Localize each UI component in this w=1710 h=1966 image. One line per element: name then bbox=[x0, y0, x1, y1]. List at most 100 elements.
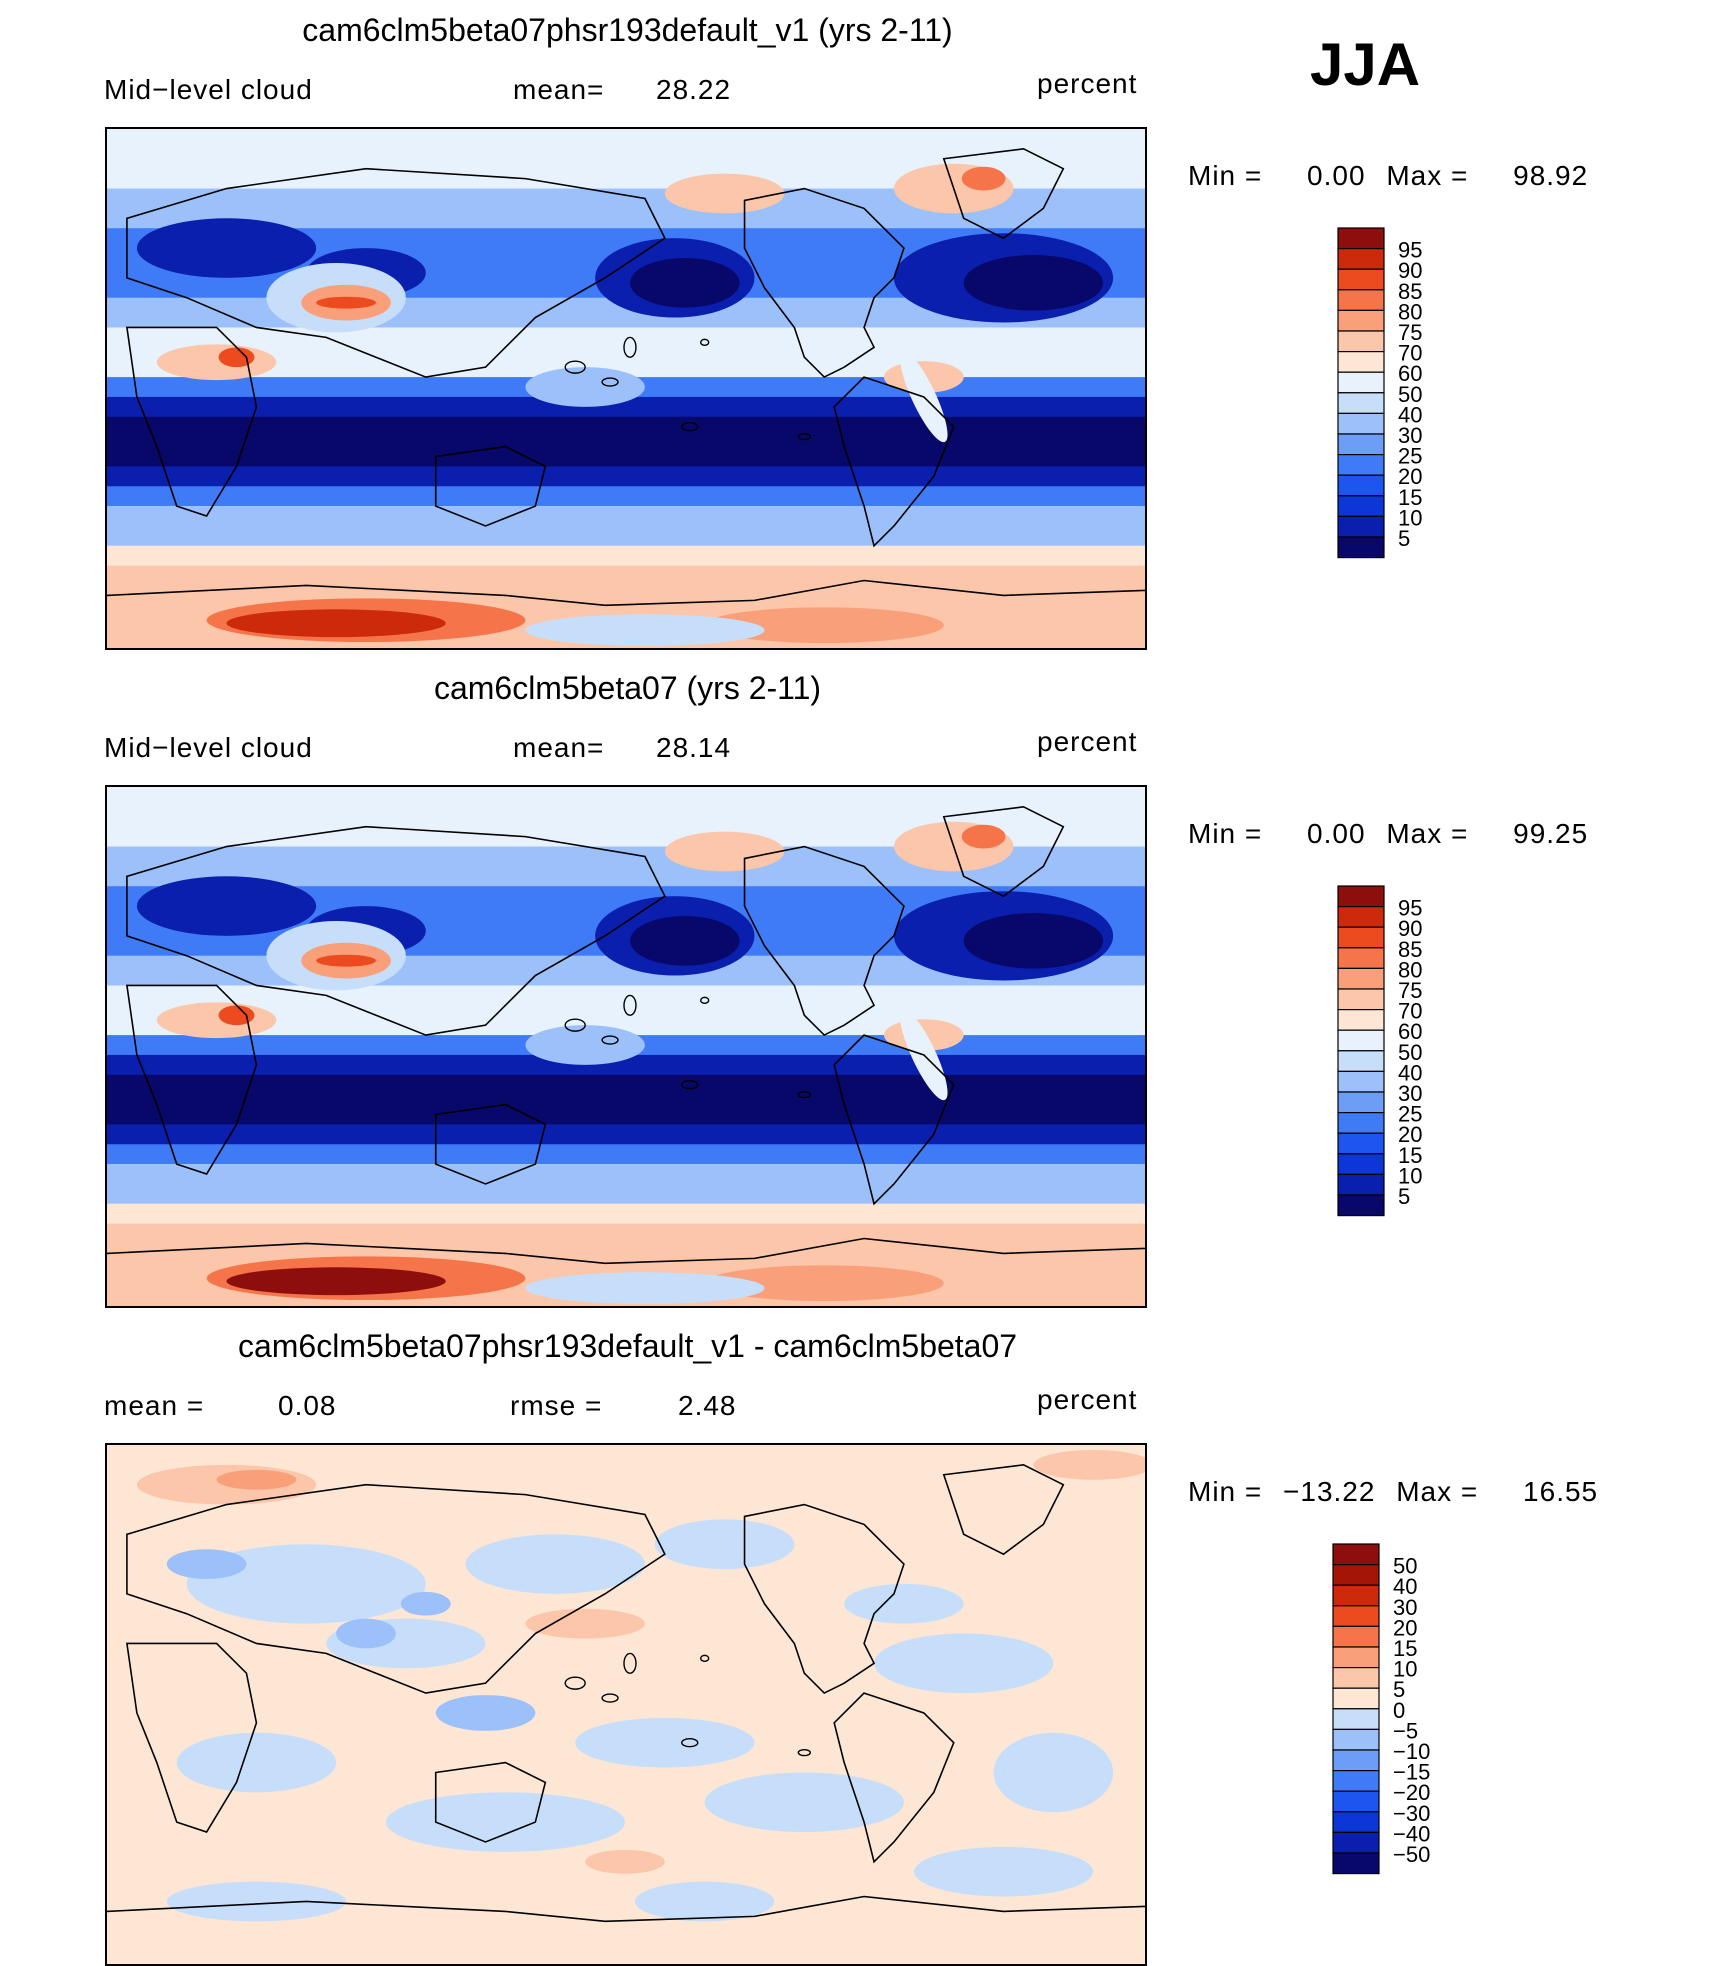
panel-title: cam6clm5beta07 (yrs 2-11) bbox=[433, 670, 822, 706]
mean-label: mean= bbox=[513, 732, 605, 763]
contour-region bbox=[218, 1005, 255, 1026]
contour-region bbox=[166, 1549, 247, 1579]
panel-title: cam6clm5beta07phsr193default_v1 (yrs 2-1… bbox=[302, 12, 953, 48]
min-label: Min = bbox=[1188, 1476, 1263, 1507]
colorbar-tick-label: 15 bbox=[1398, 1143, 1422, 1168]
contour-region bbox=[226, 609, 446, 638]
island-outline bbox=[700, 338, 710, 347]
colorbar-swatch bbox=[1337, 947, 1385, 969]
colorbar-tick-label: 15 bbox=[1393, 1636, 1417, 1661]
colorbar-swatch bbox=[1337, 433, 1385, 456]
coastline bbox=[833, 376, 955, 548]
colorbar-tick-label: 5 bbox=[1398, 526, 1410, 551]
island-outline bbox=[601, 1035, 619, 1045]
contour-region bbox=[704, 1265, 944, 1302]
colorbar: 95 90 85 80 75 70 60 50 40 30 25 20 15 10 5 bbox=[1337, 227, 1498, 648]
colorbar-swatch bbox=[1332, 1728, 1380, 1751]
island-outline bbox=[797, 1090, 811, 1099]
colorbar-swatch bbox=[1337, 454, 1385, 476]
colorbar-tick-label: 30 bbox=[1398, 423, 1422, 448]
colorbar-tick-label: 90 bbox=[1398, 258, 1422, 283]
contour-region bbox=[316, 296, 376, 309]
contour-region bbox=[629, 258, 740, 308]
colorbar-swatch bbox=[1337, 412, 1385, 435]
colorbar-swatch bbox=[1332, 1605, 1380, 1627]
colorbar: 95 90 85 80 75 70 60 50 40 30 25 20 15 10 5 bbox=[1337, 885, 1498, 1306]
colorbar-swatch bbox=[1337, 1194, 1385, 1217]
contour-region bbox=[961, 824, 1006, 849]
colorbar: 50 40 30 20 15 10 5 0 −5 −10 −15 −20 −30 −40 −50 bbox=[1332, 1543, 1493, 1964]
colorbar-swatch bbox=[1337, 227, 1385, 250]
min-value: 0.00 bbox=[1307, 818, 1366, 849]
colorbar-swatch bbox=[1337, 248, 1385, 270]
colorbar-swatch bbox=[1337, 1132, 1385, 1155]
coastline bbox=[126, 1642, 258, 1833]
contour-region bbox=[525, 614, 765, 647]
colorbar-tick-label: −50 bbox=[1393, 1842, 1430, 1867]
colorbar-swatch bbox=[1337, 1029, 1385, 1052]
colorbar-tick-label: 40 bbox=[1398, 402, 1422, 427]
colorbar-swatch bbox=[1337, 536, 1385, 559]
coastline bbox=[107, 1237, 1145, 1265]
colorbar-swatch bbox=[1337, 495, 1385, 517]
map-panel bbox=[105, 1443, 1147, 1966]
contour-band bbox=[107, 1074, 1145, 1125]
coastline bbox=[743, 187, 905, 379]
island-outline bbox=[623, 336, 637, 358]
contour-region bbox=[913, 1846, 1094, 1897]
colorbar-swatch bbox=[1332, 1708, 1380, 1731]
colorbar-swatch bbox=[1332, 1666, 1380, 1689]
island-outline bbox=[681, 1080, 699, 1090]
colorbar-tick-label: 60 bbox=[1398, 361, 1422, 386]
contour-region bbox=[525, 1272, 765, 1305]
coastline bbox=[126, 1483, 666, 1694]
colorbar-tick-label: 0 bbox=[1393, 1698, 1405, 1723]
coastline bbox=[743, 1503, 905, 1695]
rmse-value: 2.48 bbox=[678, 1390, 737, 1421]
contour-region bbox=[136, 218, 317, 278]
contour-region bbox=[400, 1591, 451, 1616]
contour-band bbox=[107, 416, 1145, 467]
coastline bbox=[942, 806, 1065, 898]
contour-region bbox=[704, 1772, 904, 1833]
min-value: 0.00 bbox=[1307, 160, 1366, 191]
island-outline bbox=[681, 422, 699, 432]
units-label: percent bbox=[1037, 68, 1138, 99]
contour-band bbox=[107, 1223, 1145, 1254]
colorbar-tick-label: 80 bbox=[1398, 299, 1422, 324]
colorbar-tick-label: 70 bbox=[1398, 999, 1422, 1024]
map-svg bbox=[107, 129, 1145, 648]
colorbar-tick-label: 50 bbox=[1398, 382, 1422, 407]
island-outline bbox=[564, 360, 586, 374]
colorbar-tick-label: 90 bbox=[1398, 916, 1422, 941]
colorbar-tick-label: 10 bbox=[1398, 1163, 1422, 1188]
map-panel bbox=[105, 127, 1147, 650]
colorbar-tick-label: −15 bbox=[1393, 1760, 1430, 1785]
min-max-readout: Min = −13.22 Max = 16.55 bbox=[1188, 1476, 1598, 1508]
min-max-readout: Min = 0.00 Max = 99.25 bbox=[1188, 818, 1588, 850]
min-value: −13.22 bbox=[1283, 1476, 1376, 1507]
colorbar-tick-label: −40 bbox=[1393, 1821, 1430, 1846]
contour-region bbox=[654, 1519, 795, 1570]
contour-region bbox=[575, 1717, 755, 1768]
colorbar-swatch bbox=[1337, 906, 1385, 928]
colorbar-swatch bbox=[1337, 330, 1385, 353]
island-outline bbox=[601, 377, 619, 387]
colorbar-tick-label: −10 bbox=[1393, 1739, 1430, 1764]
colorbar-swatch bbox=[1332, 1749, 1380, 1772]
variable-label: Mid−level cloud bbox=[104, 74, 313, 105]
colorbar-tick-label: 85 bbox=[1398, 279, 1422, 304]
rmse-label: rmse = bbox=[510, 1390, 603, 1421]
colorbar-swatch bbox=[1337, 515, 1385, 538]
colorbar-tick-label: 10 bbox=[1398, 505, 1422, 530]
coastline bbox=[942, 148, 1065, 240]
coastline bbox=[833, 1034, 955, 1206]
contour-region bbox=[704, 607, 944, 644]
island-outline bbox=[700, 1654, 710, 1663]
colorbar-tick-label: −20 bbox=[1393, 1780, 1430, 1805]
colorbar-tick-label: 20 bbox=[1398, 464, 1422, 489]
max-value: 98.92 bbox=[1513, 160, 1589, 191]
contour-region bbox=[585, 1849, 665, 1874]
mean-value: 0.08 bbox=[278, 1390, 337, 1421]
coastline bbox=[126, 167, 666, 378]
